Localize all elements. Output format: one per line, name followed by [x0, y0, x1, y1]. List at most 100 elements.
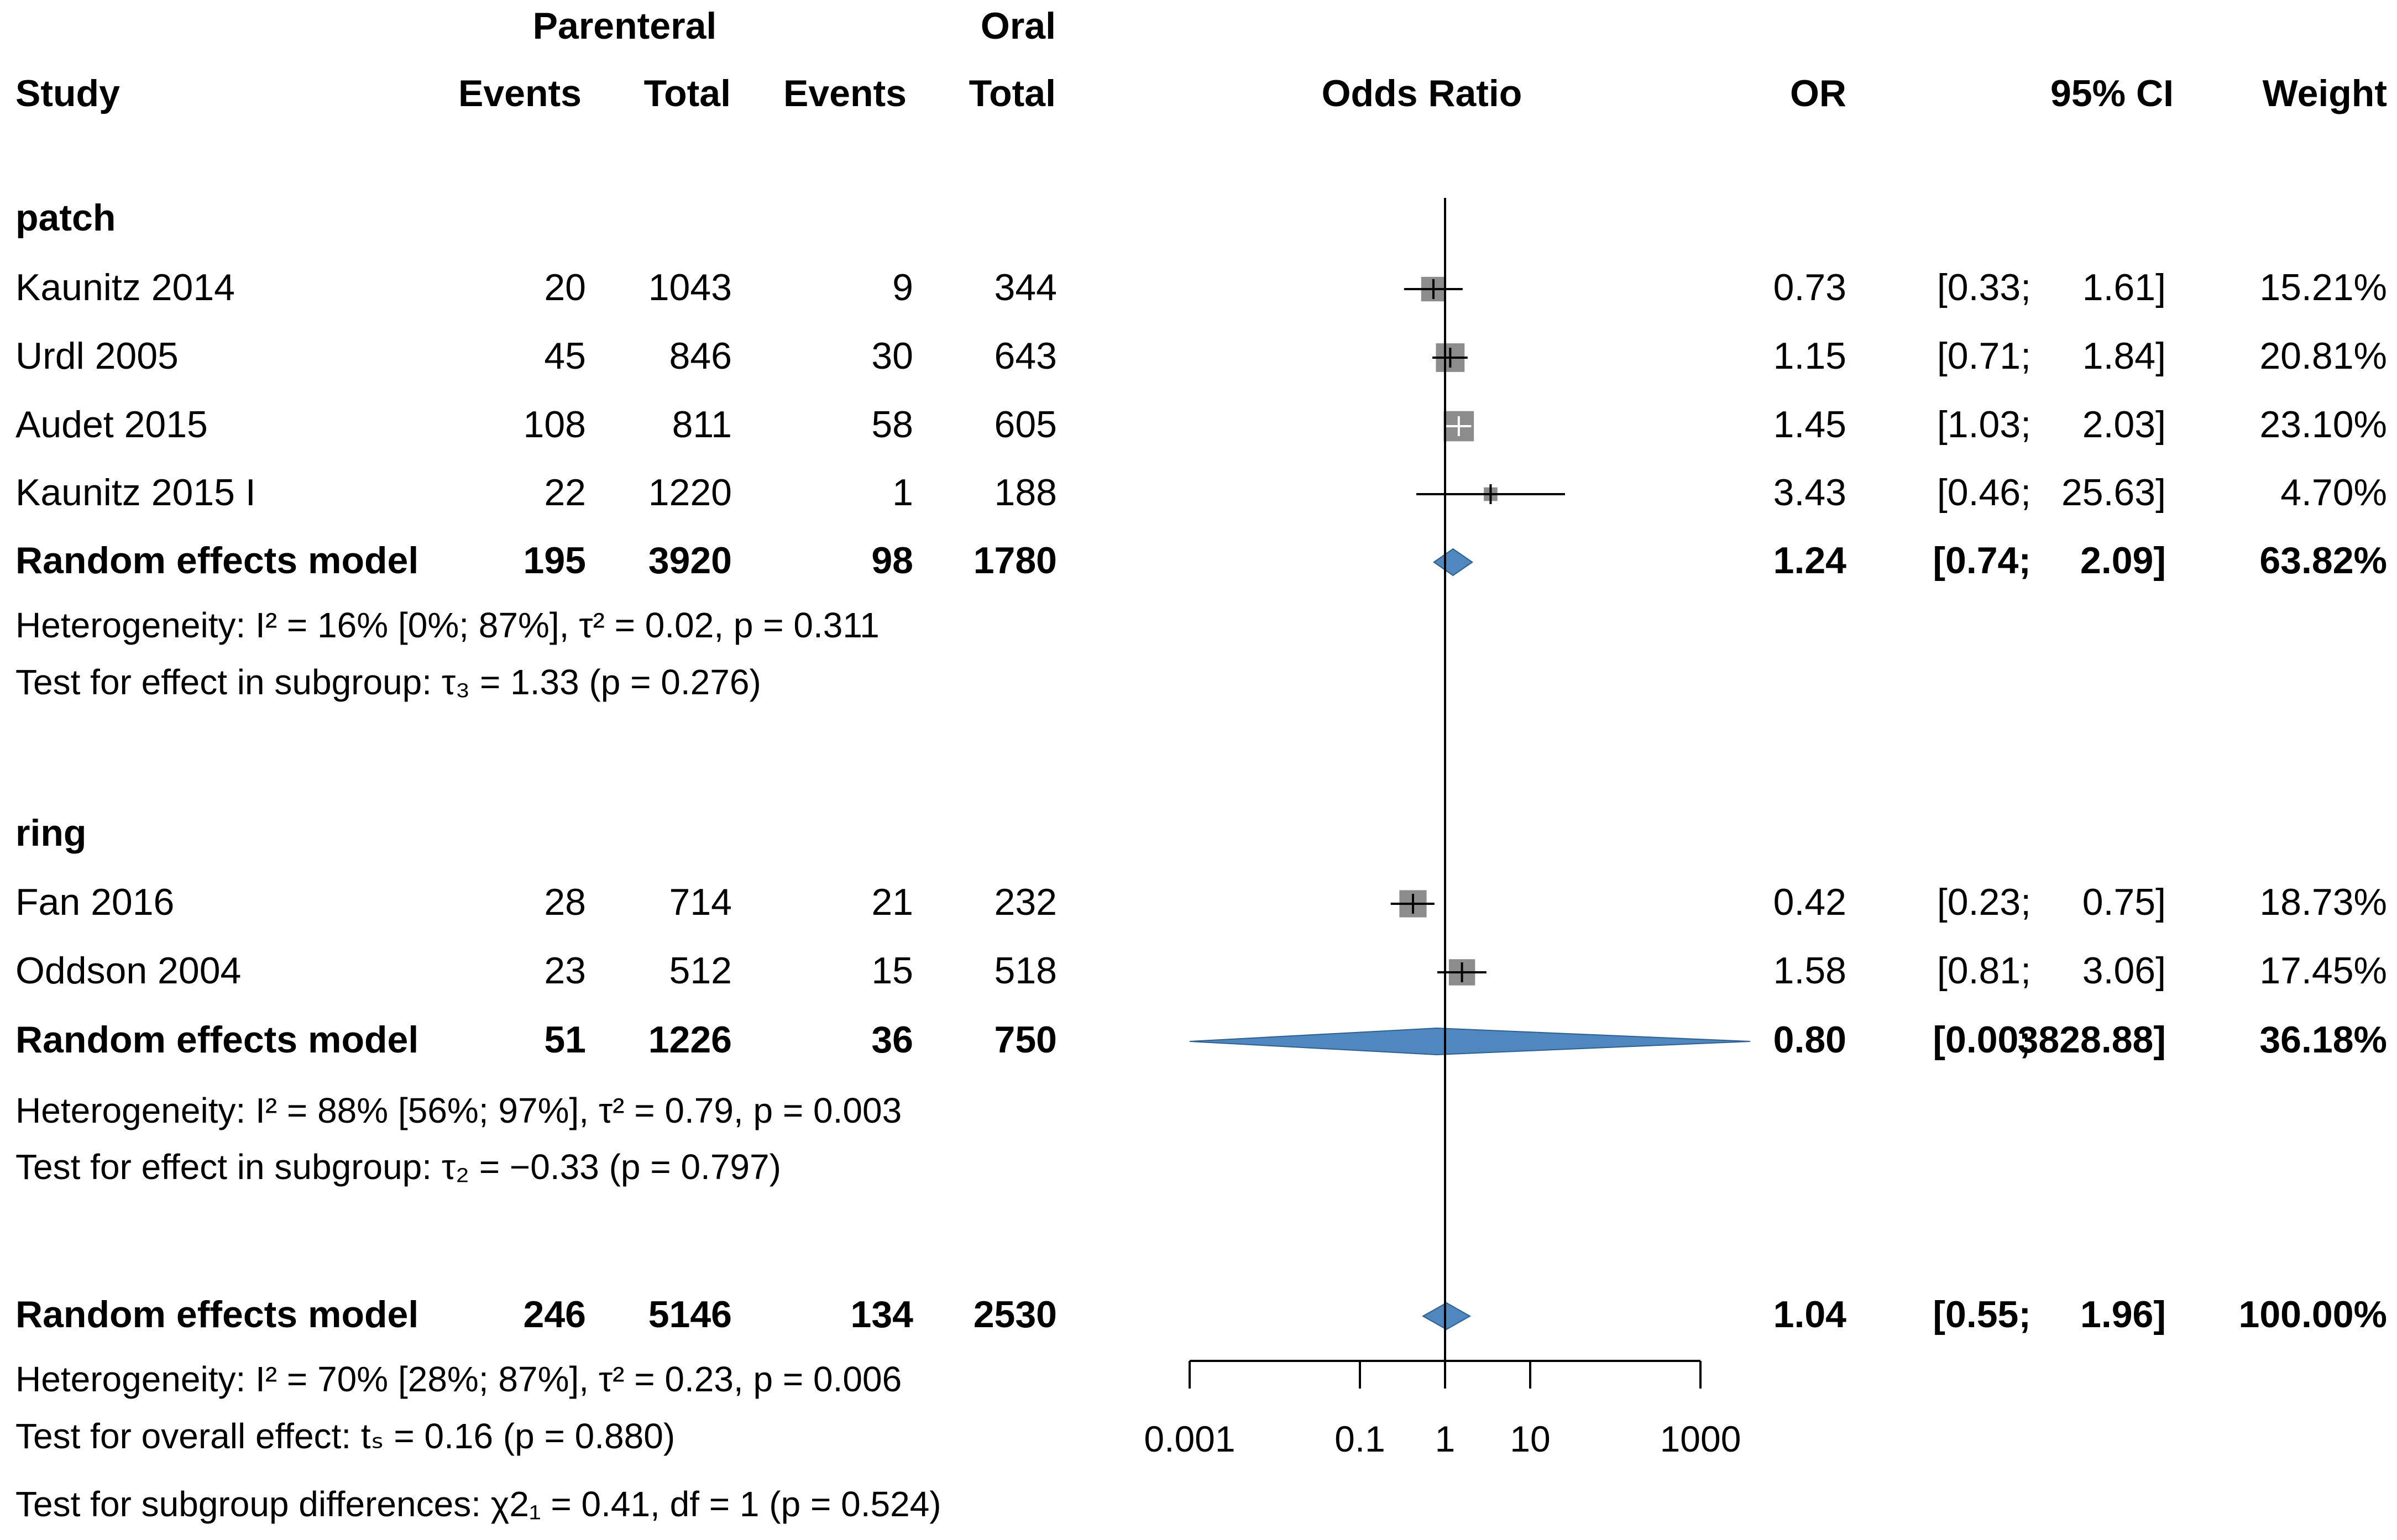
events-parenteral: 195 [524, 539, 586, 582]
ci-lower: [0.74; [1933, 539, 2031, 582]
study-name: Urdl 2005 [15, 335, 179, 377]
subgroup-difference-test: Test for subgroup differences: χ2₁ = 0.4… [15, 1484, 941, 1524]
ci-upper: 1.61] [2082, 266, 2166, 308]
weight-value: 4.70% [2280, 472, 2387, 514]
ci-upper: 0.75] [2082, 881, 2166, 923]
x-axis: 0.001 0.1 1 10 1000 [1144, 198, 1741, 1459]
header-odds-ratio: Odds Ratio [1322, 72, 1522, 114]
summary-label: Random effects model [15, 1019, 418, 1061]
summary-label: Random effects model [15, 539, 418, 582]
ci-upper: 1.96] [2080, 1293, 2166, 1335]
total-parenteral: 512 [669, 950, 732, 992]
ci-upper: 1.84] [2082, 335, 2166, 377]
ci-upper: 25.63] [2061, 472, 2166, 514]
header-study: Study [15, 72, 120, 114]
events-parenteral: 28 [544, 881, 586, 923]
total-oral: 1780 [974, 539, 1057, 582]
total-oral: 344 [995, 266, 1057, 308]
total-parenteral: 1043 [648, 266, 732, 308]
ci-lower: [0.23; [1937, 881, 2031, 923]
events-oral: 58 [871, 404, 913, 446]
events-parenteral: 45 [544, 335, 586, 377]
header-95ci: 95% CI [2050, 72, 2174, 114]
header-events-oral: Events [783, 72, 907, 114]
or-value: 1.24 [1773, 539, 1847, 582]
header-oral: Oral [981, 5, 1056, 47]
events-oral: 36 [871, 1019, 913, 1061]
ci-upper: 2.09] [2080, 539, 2166, 582]
header-weight: Weight [2263, 72, 2387, 114]
ci-lower: [0.81; [1937, 950, 2031, 992]
ci-upper: 3828.88] [2018, 1019, 2166, 1061]
weight-value: 63.82% [2259, 539, 2387, 582]
study-name: Fan 2016 [15, 881, 174, 923]
events-parenteral: 51 [544, 1019, 586, 1061]
summary-diamond [1421, 1302, 1472, 1331]
events-oral: 98 [871, 539, 913, 582]
ci-lower: [0.33; [1937, 266, 2031, 308]
study-name: Oddson 2004 [15, 950, 241, 992]
or-value: 0.73 [1773, 266, 1846, 308]
events-oral: 9 [892, 266, 913, 308]
or-value: 0.42 [1773, 881, 1846, 923]
heterogeneity-stats: Heterogeneity: I² = 88% [56%; 97%], τ² =… [15, 1091, 902, 1130]
header-total-parenteral: Total [644, 72, 731, 114]
total-parenteral: 714 [669, 881, 732, 923]
events-oral: 1 [892, 472, 913, 514]
study-mark [1390, 890, 1435, 918]
study-mark [1432, 343, 1468, 372]
total-parenteral: 5146 [648, 1293, 732, 1335]
events-parenteral: 20 [544, 266, 586, 308]
or-value: 1.15 [1773, 335, 1846, 377]
column-headers: Parenteral Oral Study Events Total Event… [15, 5, 2387, 114]
heterogeneity-stats: Heterogeneity: I² = 16% [0%; 87%], τ² = … [15, 605, 880, 645]
or-value: 0.80 [1773, 1019, 1846, 1061]
header-parenteral: Parenteral [533, 5, 717, 47]
total-parenteral: 3920 [648, 539, 732, 582]
total-oral: 518 [995, 950, 1057, 992]
ci-lower: [1.03; [1937, 404, 2031, 446]
header-events-parenteral: Events [458, 72, 582, 114]
total-oral: 232 [995, 881, 1057, 923]
or-value: 1.45 [1773, 404, 1846, 446]
events-oral: 134 [851, 1293, 914, 1335]
events-oral: 15 [871, 950, 913, 992]
weight-value: 17.45% [2259, 950, 2387, 992]
total-oral: 605 [995, 404, 1057, 446]
events-parenteral: 22 [544, 472, 586, 514]
ci-lower: [0.55; [1933, 1293, 2031, 1335]
overall-label: Random effects model [15, 1293, 418, 1335]
study-mark [1404, 276, 1463, 302]
subgroup-effect-test: Test for effect in subgroup: τ₂ = −0.33 … [15, 1147, 781, 1187]
summary-diamond [1433, 548, 1474, 577]
study-name: Audet 2015 [15, 404, 208, 446]
subgroup-effect-test: Test for effect in subgroup: τ₃ = 1.33 (… [15, 662, 761, 702]
header-total-oral: Total [969, 72, 1056, 114]
ci-lower: [0.00; [1933, 1019, 2031, 1061]
weight-value: 36.18% [2259, 1019, 2387, 1061]
x-tick-label: 10 [1510, 1418, 1550, 1459]
or-value: 1.04 [1773, 1293, 1847, 1335]
weight-value: 100.00% [2239, 1293, 2387, 1335]
forest-marks [1189, 276, 1750, 1331]
study-name: Kaunitz 2014 [15, 266, 235, 308]
x-tick-label: 0.1 [1334, 1418, 1385, 1459]
summary-diamond [1189, 1027, 1750, 1056]
events-oral: 30 [871, 335, 913, 377]
overall-effect-test: Test for overall effect: tₛ = 0.16 (p = … [15, 1416, 675, 1456]
x-tick-label: 0.001 [1144, 1418, 1235, 1459]
events-parenteral: 108 [524, 404, 586, 446]
overall-heterogeneity: Heterogeneity: I² = 70% [28%; 87%], τ² =… [15, 1359, 902, 1399]
weight-value: 15.21% [2259, 266, 2387, 308]
study-mark [1416, 484, 1565, 504]
ci-upper: 2.03] [2082, 404, 2166, 446]
ci-lower: [0.71; [1937, 335, 2031, 377]
ci-lower: [0.46; [1937, 472, 2031, 514]
x-tick-label: 1 [1435, 1418, 1456, 1459]
total-parenteral: 1226 [648, 1019, 732, 1061]
study-mark [1437, 959, 1487, 986]
events-parenteral: 23 [544, 950, 586, 992]
total-oral: 188 [995, 472, 1057, 514]
weight-value: 23.10% [2259, 404, 2387, 446]
